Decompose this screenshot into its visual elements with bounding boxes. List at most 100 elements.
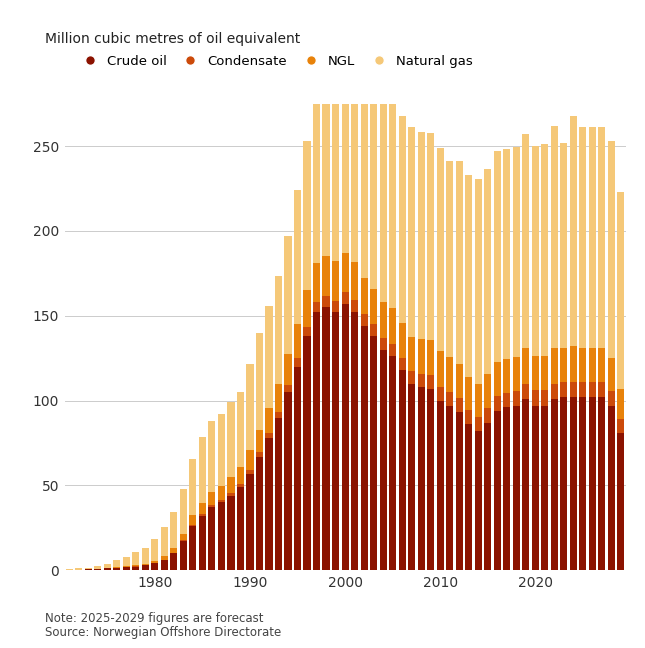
Bar — [294, 367, 301, 570]
Bar — [608, 358, 615, 391]
Bar — [455, 413, 462, 570]
Bar — [303, 336, 311, 570]
Bar — [475, 384, 482, 417]
Bar — [513, 147, 520, 357]
Bar — [493, 397, 501, 411]
Bar — [561, 348, 568, 382]
Bar — [541, 145, 548, 356]
Bar — [303, 141, 311, 290]
Bar — [256, 452, 263, 457]
Bar — [104, 564, 111, 568]
Bar — [617, 433, 624, 570]
Bar — [541, 356, 548, 390]
Bar — [455, 161, 462, 364]
Bar — [493, 151, 501, 362]
Bar — [427, 389, 434, 570]
Bar — [599, 128, 606, 348]
Bar — [266, 438, 273, 570]
Bar — [256, 430, 263, 452]
Bar — [132, 566, 139, 570]
Bar — [237, 484, 244, 487]
Bar — [218, 485, 225, 500]
Bar — [322, 255, 330, 296]
Bar — [275, 411, 282, 417]
Bar — [570, 346, 577, 382]
Bar — [475, 417, 482, 431]
Bar — [294, 324, 301, 358]
Bar — [417, 387, 424, 570]
Bar — [266, 408, 273, 433]
Bar — [389, 308, 396, 343]
Bar — [322, 296, 330, 307]
Bar — [389, 343, 396, 356]
Bar — [427, 340, 434, 375]
Bar — [152, 538, 159, 561]
Bar — [142, 564, 149, 565]
Bar — [246, 450, 253, 470]
Bar — [341, 253, 349, 292]
Bar — [246, 474, 253, 570]
Bar — [208, 507, 215, 570]
Bar — [570, 397, 577, 570]
Bar — [208, 421, 215, 492]
Bar — [84, 568, 92, 569]
Bar — [341, 304, 349, 570]
Bar — [190, 526, 197, 570]
Bar — [294, 191, 301, 324]
Bar — [427, 375, 434, 389]
Bar — [522, 399, 530, 570]
Bar — [437, 351, 444, 387]
Bar — [399, 358, 406, 370]
Bar — [617, 192, 624, 389]
Bar — [455, 398, 462, 413]
Bar — [484, 375, 491, 408]
Legend: Crude oil, Condensate, NGL, Natural gas: Crude oil, Condensate, NGL, Natural gas — [71, 50, 478, 73]
Bar — [513, 406, 520, 570]
Bar — [551, 126, 558, 348]
Bar — [579, 397, 586, 570]
Bar — [161, 560, 168, 570]
Bar — [341, 292, 349, 304]
Bar — [589, 128, 596, 348]
Bar — [561, 382, 568, 397]
Bar — [228, 493, 235, 496]
Bar — [503, 393, 510, 408]
Bar — [351, 301, 358, 312]
Bar — [484, 169, 491, 375]
Bar — [104, 568, 111, 570]
Bar — [180, 533, 187, 540]
Bar — [493, 411, 501, 570]
Bar — [361, 314, 368, 326]
Bar — [399, 323, 406, 358]
Bar — [408, 371, 415, 384]
Bar — [284, 236, 292, 354]
Bar — [313, 263, 320, 302]
Bar — [608, 406, 615, 570]
Bar — [313, 302, 320, 312]
Bar — [190, 459, 197, 515]
Bar — [389, 99, 396, 308]
Bar — [589, 382, 596, 397]
Bar — [589, 348, 596, 382]
Bar — [228, 477, 235, 493]
Bar — [437, 148, 444, 351]
Bar — [322, 74, 330, 255]
Bar — [228, 402, 235, 477]
Bar — [370, 82, 377, 288]
Bar — [522, 384, 530, 399]
Bar — [541, 406, 548, 570]
Bar — [617, 389, 624, 419]
Bar — [370, 324, 377, 336]
Bar — [513, 391, 520, 406]
Bar — [541, 390, 548, 406]
Bar — [446, 357, 453, 392]
Bar — [123, 566, 130, 567]
Bar — [379, 302, 387, 338]
Bar — [370, 288, 377, 324]
Bar — [399, 370, 406, 570]
Bar — [417, 339, 424, 375]
Bar — [579, 348, 586, 382]
Bar — [199, 437, 206, 503]
Bar — [303, 290, 311, 327]
Bar — [313, 100, 320, 263]
